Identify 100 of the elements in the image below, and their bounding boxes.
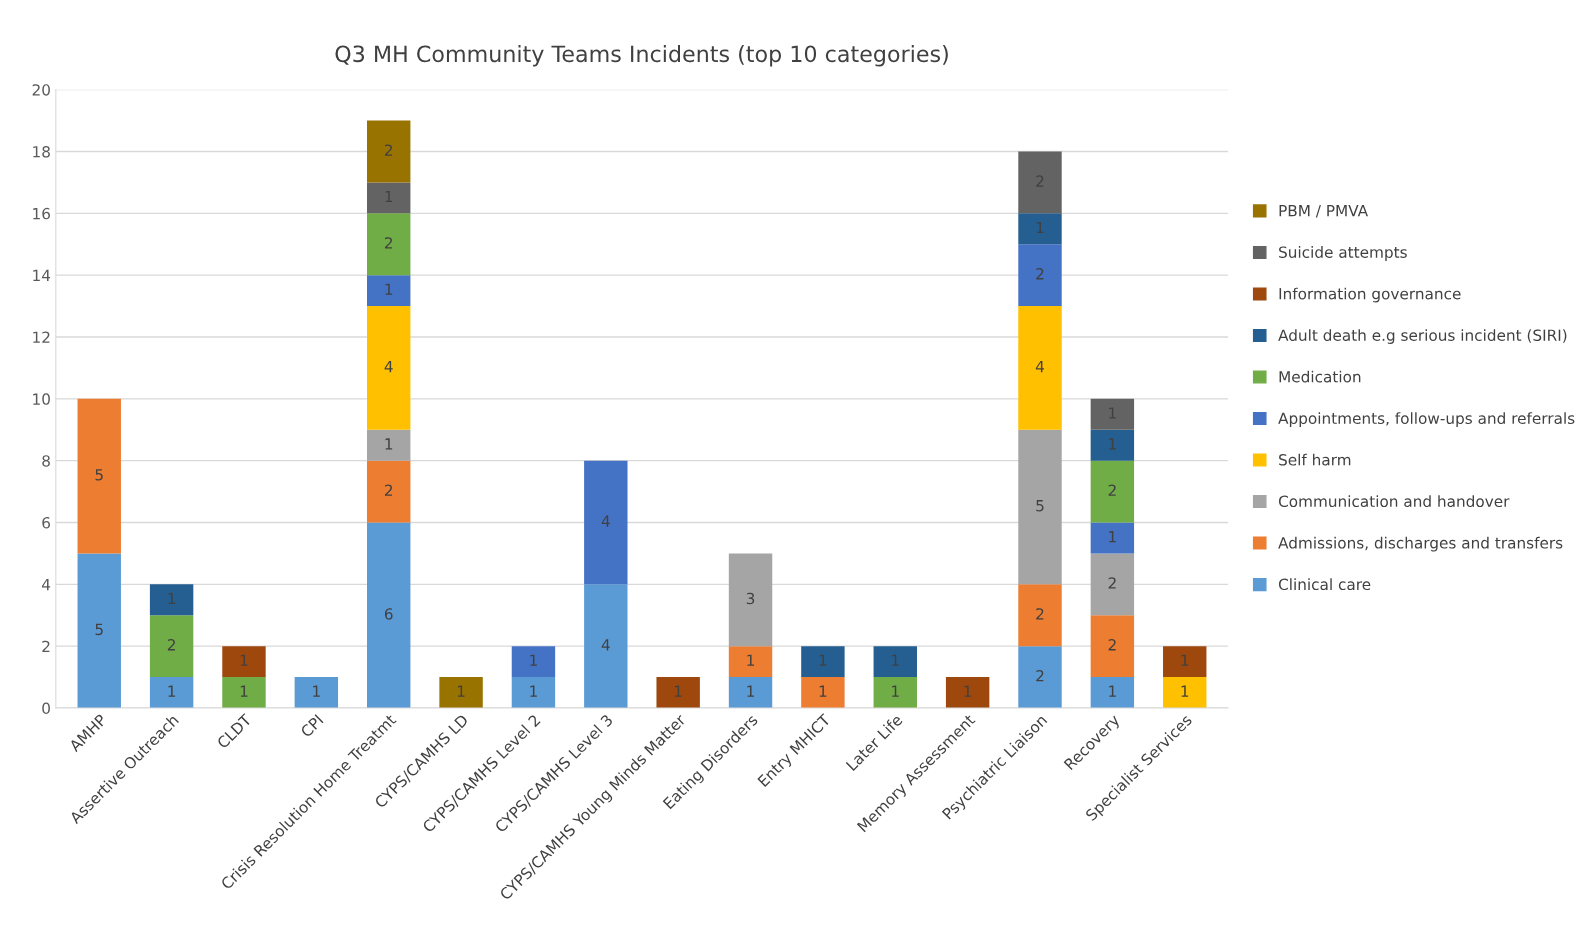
data-label: 4 bbox=[601, 639, 610, 651]
data-label: 5 bbox=[1036, 500, 1044, 512]
data-label: 2 bbox=[384, 237, 393, 249]
data-label: 2 bbox=[1036, 669, 1044, 682]
bar bbox=[1090, 677, 1135, 708]
data-label: 2 bbox=[1036, 268, 1044, 280]
bar bbox=[367, 460, 411, 523]
data-label: 1 bbox=[964, 685, 972, 697]
bar bbox=[367, 306, 411, 430]
bar bbox=[367, 213, 411, 276]
data-label: 6 bbox=[384, 608, 393, 620]
legend-label: Communication and handover bbox=[1278, 495, 1510, 508]
data-label: 1 bbox=[457, 685, 465, 697]
data-label: 2 bbox=[1036, 608, 1044, 620]
bar bbox=[801, 646, 845, 678]
legend-label: Admissions, discharges and transfers bbox=[1278, 536, 1563, 552]
y-tick-label: 8 bbox=[42, 455, 50, 467]
bar bbox=[801, 677, 845, 708]
data-label: 5 bbox=[95, 469, 103, 481]
bar bbox=[149, 615, 194, 678]
bar bbox=[728, 553, 773, 647]
data-label: 1 bbox=[1181, 685, 1189, 697]
data-label: 1 bbox=[892, 685, 899, 697]
data-label: 5 bbox=[95, 623, 103, 636]
y-tick-label: 18 bbox=[33, 145, 50, 158]
bar bbox=[1090, 460, 1135, 523]
bar bbox=[149, 677, 194, 708]
y-tick-label: 14 bbox=[33, 269, 51, 281]
bar bbox=[584, 460, 628, 585]
bar bbox=[367, 429, 411, 461]
data-label: 4 bbox=[601, 515, 610, 527]
bar bbox=[511, 677, 556, 708]
y-tick-label: 6 bbox=[42, 516, 50, 529]
bar bbox=[367, 522, 411, 708]
data-label: 4 bbox=[1035, 361, 1044, 373]
bar bbox=[584, 584, 628, 708]
bar bbox=[1018, 429, 1062, 585]
legend-label: Adult death e.g serious incident (SIRI) bbox=[1278, 329, 1567, 344]
bar bbox=[1090, 615, 1135, 678]
bar bbox=[656, 677, 700, 708]
bar bbox=[873, 646, 917, 678]
data-label: 2 bbox=[384, 484, 393, 496]
data-label: 2 bbox=[167, 639, 175, 651]
data-label: 1 bbox=[819, 685, 827, 697]
y-tick-label: 12 bbox=[33, 331, 50, 343]
bar bbox=[1018, 213, 1062, 245]
bar bbox=[367, 275, 411, 307]
data-label: 1 bbox=[240, 654, 248, 666]
bar bbox=[728, 677, 773, 708]
data-label: 1 bbox=[892, 654, 899, 666]
legend-label: PBM / PMVA bbox=[1279, 205, 1368, 218]
bar bbox=[1018, 584, 1062, 647]
legend-label: Appointments, follow-ups and referrals bbox=[1278, 412, 1575, 427]
bar bbox=[1018, 646, 1062, 708]
data-label: 4 bbox=[384, 361, 393, 373]
legend-label: Clinical care bbox=[1278, 578, 1371, 591]
y-tick-label: 16 bbox=[33, 207, 50, 220]
bar bbox=[77, 553, 121, 708]
bar bbox=[1018, 306, 1062, 430]
bar bbox=[77, 398, 121, 554]
bar bbox=[1090, 553, 1135, 616]
bar bbox=[728, 646, 773, 678]
bar bbox=[1163, 677, 1207, 708]
legend-label: Self harm bbox=[1279, 453, 1351, 466]
bar bbox=[367, 182, 411, 214]
bar bbox=[222, 677, 266, 708]
data-label: 1 bbox=[1109, 685, 1116, 697]
data-label: 2 bbox=[1108, 639, 1116, 651]
bar bbox=[439, 677, 483, 708]
data-label: 1 bbox=[1181, 654, 1189, 666]
chart-title: Q3 MH Community Teams Incidents (top 10 categories) bbox=[335, 45, 948, 67]
data-label: 1 bbox=[747, 654, 754, 666]
data-label: 3 bbox=[746, 592, 755, 605]
data-label: 1 bbox=[168, 592, 176, 605]
bar bbox=[1090, 398, 1135, 430]
bar bbox=[367, 120, 411, 183]
data-label: 2 bbox=[384, 144, 393, 156]
bar bbox=[511, 646, 556, 678]
y-tick-label: 20 bbox=[32, 84, 50, 96]
bar bbox=[222, 646, 266, 678]
y-tick-label: 10 bbox=[33, 393, 50, 405]
data-label: 1 bbox=[313, 685, 320, 697]
data-label: 1 bbox=[819, 654, 827, 666]
bar bbox=[873, 677, 917, 708]
data-label: 1 bbox=[1109, 531, 1116, 543]
data-label: 1 bbox=[530, 685, 537, 697]
data-label: 2 bbox=[1108, 577, 1116, 589]
bar bbox=[1090, 522, 1135, 554]
bar bbox=[1090, 429, 1135, 461]
bar bbox=[945, 677, 990, 708]
legend-label: Suicide attempts bbox=[1279, 246, 1407, 261]
bar bbox=[1018, 244, 1062, 307]
y-tick-label: 4 bbox=[41, 579, 51, 591]
data-label: 1 bbox=[385, 438, 393, 450]
data-label: 1 bbox=[1036, 221, 1044, 234]
data-label: 1 bbox=[747, 685, 754, 697]
data-label: 1 bbox=[168, 685, 176, 697]
bar bbox=[149, 584, 194, 616]
data-label: 1 bbox=[240, 685, 248, 697]
bar bbox=[1018, 151, 1062, 214]
